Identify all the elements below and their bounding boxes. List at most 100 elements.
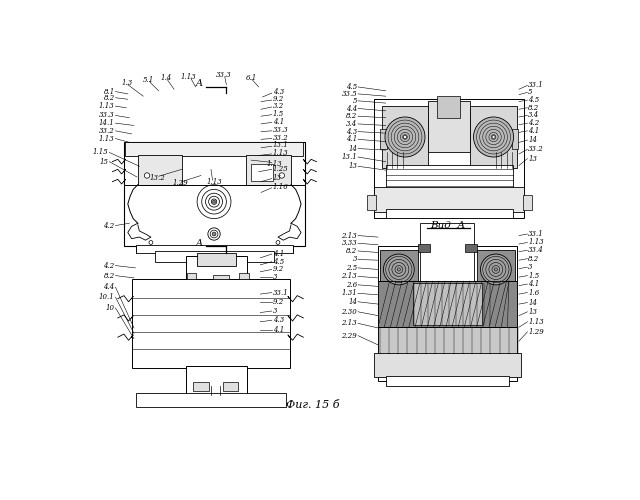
Bar [386, 166, 513, 188]
Circle shape [212, 200, 216, 203]
Bar [374, 352, 520, 377]
Circle shape [205, 193, 223, 210]
Text: 1.13: 1.13 [180, 73, 196, 81]
Bar [378, 281, 516, 327]
Text: 4.1: 4.1 [528, 127, 540, 135]
Text: 4.1: 4.1 [346, 136, 357, 143]
Text: 8.2: 8.2 [528, 254, 540, 262]
Bar [378, 327, 516, 354]
Text: 3: 3 [528, 263, 532, 271]
Text: 2.6: 2.6 [346, 281, 357, 289]
Text: 3: 3 [273, 307, 277, 315]
Text: 8.2: 8.2 [346, 112, 357, 120]
Text: 33.2: 33.2 [528, 146, 544, 154]
Text: 1.5: 1.5 [528, 272, 540, 280]
Text: Вид  А: Вид А [429, 221, 465, 230]
Bar [374, 98, 524, 218]
Text: 14: 14 [348, 298, 357, 306]
Bar [197, 254, 236, 266]
Bar [239, 274, 249, 280]
Circle shape [279, 173, 285, 178]
Text: 8.2: 8.2 [346, 247, 357, 255]
Bar [437, 96, 460, 118]
Bar [386, 376, 509, 386]
Bar [374, 187, 524, 212]
Text: 5.1: 5.1 [143, 76, 154, 84]
Bar [193, 382, 209, 391]
Bar [223, 382, 238, 391]
Text: 13.1: 13.1 [342, 153, 357, 161]
Bar [251, 164, 273, 181]
Circle shape [385, 117, 425, 157]
Text: 13: 13 [348, 162, 357, 170]
Text: 4.1: 4.1 [528, 280, 540, 288]
Text: 8.2: 8.2 [104, 94, 115, 102]
Text: 33.5: 33.5 [342, 90, 357, 98]
Text: A: A [195, 239, 202, 248]
Text: 8.1: 8.1 [104, 88, 115, 96]
Text: 1.29: 1.29 [172, 179, 188, 187]
Bar [380, 130, 387, 148]
Circle shape [202, 190, 227, 214]
Text: 4.5: 4.5 [346, 83, 357, 91]
Circle shape [145, 173, 150, 178]
Circle shape [212, 232, 216, 236]
Text: 3.4: 3.4 [346, 120, 357, 128]
Bar [378, 246, 516, 381]
Text: 2.13: 2.13 [342, 320, 357, 328]
Text: 5: 5 [353, 97, 357, 105]
Text: 4.2: 4.2 [528, 119, 540, 127]
Bar [246, 156, 291, 184]
Text: 4.1: 4.1 [273, 250, 284, 258]
Text: 4.2: 4.2 [104, 222, 115, 230]
Bar [186, 366, 247, 395]
Text: 1.13: 1.13 [273, 149, 288, 157]
Bar [125, 142, 303, 156]
Bar [124, 142, 305, 246]
Bar [420, 223, 474, 288]
Circle shape [276, 240, 280, 244]
Text: 13: 13 [528, 308, 537, 316]
Text: 10: 10 [106, 304, 115, 312]
Text: 2.13: 2.13 [342, 232, 357, 239]
Text: 10.1: 10.1 [99, 293, 115, 301]
Text: 8.2: 8.2 [104, 272, 115, 280]
Bar [155, 251, 274, 262]
Bar [212, 275, 230, 280]
Text: 33.3: 33.3 [99, 112, 115, 120]
Bar [186, 256, 247, 280]
Circle shape [403, 136, 406, 138]
Text: 6.1: 6.1 [246, 74, 257, 82]
Text: 4.3: 4.3 [273, 88, 284, 96]
Circle shape [474, 117, 513, 157]
Text: 2.13: 2.13 [342, 272, 357, 280]
Text: 2.30: 2.30 [342, 308, 357, 316]
Text: 3: 3 [273, 273, 277, 281]
Text: 4.4: 4.4 [104, 283, 115, 291]
Text: 33.1: 33.1 [528, 230, 544, 238]
Bar [132, 280, 289, 368]
Text: 15: 15 [100, 158, 109, 166]
Text: 9.2: 9.2 [273, 96, 284, 104]
Text: 9.2: 9.2 [273, 298, 284, 306]
Text: 3.4: 3.4 [528, 112, 540, 120]
Text: 14: 14 [348, 144, 357, 152]
Text: 1.13: 1.13 [528, 318, 544, 326]
Text: 13: 13 [273, 174, 282, 182]
Bar [418, 244, 429, 252]
Bar [512, 130, 518, 148]
Text: 33.1: 33.1 [273, 288, 288, 296]
Text: 4.5: 4.5 [528, 96, 540, 104]
Text: 4.2: 4.2 [104, 262, 115, 270]
Text: 4.3: 4.3 [346, 128, 357, 136]
Text: 14.1: 14.1 [99, 119, 115, 127]
Bar [428, 101, 470, 152]
Text: 33.3: 33.3 [216, 72, 232, 80]
Text: 33.4: 33.4 [528, 246, 544, 254]
Text: 2.29: 2.29 [342, 332, 357, 340]
Circle shape [383, 254, 414, 285]
Circle shape [149, 240, 153, 244]
Bar [367, 195, 376, 210]
Text: 13.2: 13.2 [149, 174, 165, 182]
Text: 2.5: 2.5 [346, 264, 357, 272]
